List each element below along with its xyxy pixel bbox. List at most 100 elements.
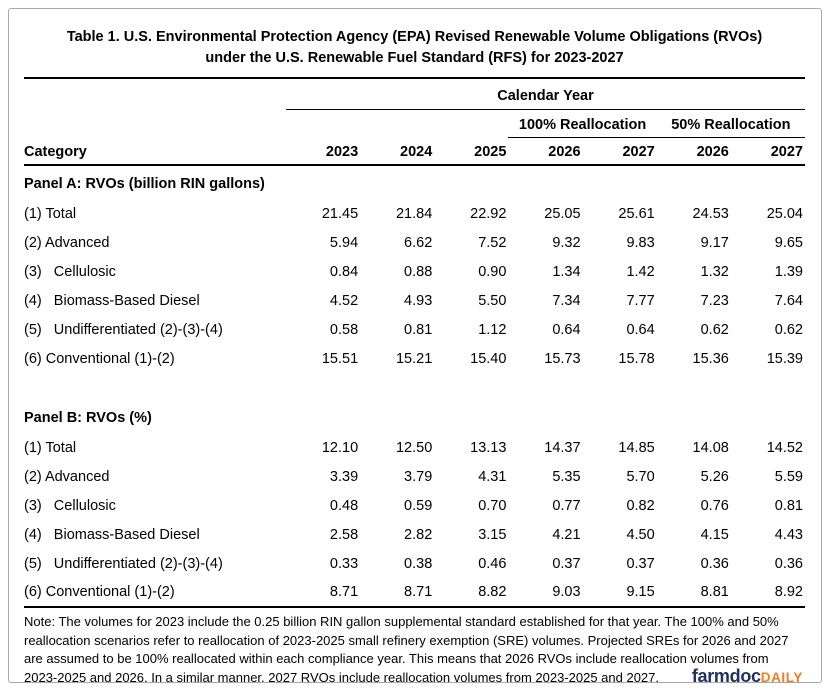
value-cell: 4.31 <box>478 468 507 485</box>
calendar-year-row: Calendar Year <box>24 79 805 110</box>
value-cell: 0.64 <box>626 321 655 338</box>
table-card: Table 1. U.S. Environmental Protection A… <box>8 8 822 683</box>
value-cell: 3.39 <box>329 468 359 485</box>
value-cell: 25.04 <box>766 205 803 222</box>
rvo-table: Calendar Year 100% Reallocation 50% Real… <box>24 79 805 608</box>
panel-spacer-row <box>24 373 805 399</box>
table-row: (4) Biomass-Based Diesel 2.58 2.82 3.15 4.21… <box>24 520 805 549</box>
value-cell: 1.39 <box>774 263 803 280</box>
value-cell: 0.37 <box>552 555 581 572</box>
value-cell: 0.59 <box>404 497 433 514</box>
year-column-header: 2026 <box>508 137 583 166</box>
table-row: (6) Conventional (1)-(2) 15.51 15.21 15.40 1… <box>24 344 805 373</box>
value-cell: 0.62 <box>774 321 803 338</box>
table-row: (2) Advanced 3.39 3.79 4.31 5.35 5.70 5.26 5.59 <box>24 462 805 491</box>
panel-heading: Panel B: RVOs (%) <box>24 410 152 426</box>
value-cell: 0.76 <box>700 497 729 514</box>
logo-farmdoc-text: farmdoc <box>691 666 761 683</box>
panel-heading: Panel A: RVOs (billion RIN gallons) <box>24 176 265 192</box>
value-cell: 13.13 <box>470 439 507 456</box>
value-cell: 8.71 <box>404 584 433 600</box>
value-cell: 9.17 <box>700 234 729 251</box>
value-cell: 5.70 <box>626 468 655 485</box>
row-label: (2) Advanced <box>24 468 110 485</box>
value-cell: 4.93 <box>404 292 433 309</box>
table-row: (1) Total 21.45 21.84 22.92 25.05 25.61 24.53 2… <box>24 199 805 228</box>
value-cell: 12.10 <box>321 439 359 456</box>
value-cell: 9.15 <box>626 584 655 600</box>
value-cell: 5.35 <box>552 468 581 485</box>
value-cell: 7.23 <box>700 292 729 309</box>
table-note: Note: The volumes for 2023 include the 0… <box>24 614 789 683</box>
value-cell: 2.82 <box>404 526 433 543</box>
row-label: (1) Total <box>24 439 77 456</box>
value-cell: 0.46 <box>478 555 507 572</box>
row-label: (5) Undifferentiated (2)-(3)-(4) <box>24 321 223 338</box>
row-label: (4) Biomass-Based Diesel <box>24 526 200 543</box>
value-cell: 7.64 <box>774 292 803 309</box>
row-label: (6) Conventional (1)-(2) <box>24 350 175 367</box>
value-cell: 15.40 <box>470 350 507 367</box>
value-cell: 3.15 <box>478 526 507 543</box>
value-cell: 8.82 <box>478 584 507 600</box>
value-cell: 21.84 <box>395 205 433 222</box>
year-column-header: 2027 <box>582 137 657 166</box>
year-column-header: 2024 <box>360 137 435 166</box>
year-column-header: 2027 <box>730 137 805 166</box>
category-column-header: Category <box>24 137 286 166</box>
value-cell: 4.43 <box>774 526 803 543</box>
table-body: Panel A: RVOs (billion RIN gallons) (1) T… <box>24 165 805 607</box>
table-row: (2) Advanced 5.94 6.62 7.52 9.32 9.83 9.17 9.65 <box>24 228 805 257</box>
value-cell: 0.90 <box>478 263 507 280</box>
value-cell: 1.34 <box>552 263 581 280</box>
blank-cell <box>24 79 286 109</box>
table-row: (4) Biomass-Based Diesel 4.52 4.93 5.50 7.34… <box>24 286 805 315</box>
value-cell: 15.39 <box>766 350 803 367</box>
table-row: (3) Cellulosic 0.84 0.88 0.90 1.34 1.42 1.32 1.… <box>24 257 805 286</box>
calendar-year-header: Calendar Year <box>286 79 805 110</box>
realloc-100-header: 100% Reallocation <box>508 109 657 138</box>
table-row: (5) Undifferentiated (2)-(3)-(4) 0.58 0.81… <box>24 315 805 344</box>
value-cell: 0.77 <box>552 497 581 514</box>
value-cell: 21.45 <box>321 205 359 222</box>
value-cell: 3.79 <box>404 468 433 485</box>
value-cell: 0.48 <box>329 497 359 514</box>
value-cell: 1.32 <box>700 263 729 280</box>
value-cell: 0.36 <box>774 555 803 572</box>
value-cell: 14.52 <box>766 439 803 456</box>
realloc-50-header: 50% Reallocation <box>656 109 805 138</box>
farmdoc-daily-logo: farmdocDAILY <box>685 666 803 683</box>
value-cell: 15.21 <box>395 350 433 367</box>
row-label: (5) Undifferentiated (2)-(3)-(4) <box>24 555 223 572</box>
value-cell: 5.59 <box>774 468 803 485</box>
value-cell: 1.12 <box>478 321 507 338</box>
table-title-line2: under the U.S. Renewable Fuel Standard (… <box>205 50 624 66</box>
value-cell: 9.32 <box>552 234 581 251</box>
value-cell: 0.36 <box>700 555 729 572</box>
blank-cell <box>24 109 508 137</box>
value-cell: 5.94 <box>329 234 359 251</box>
value-cell: 0.33 <box>329 555 359 572</box>
value-cell: 25.05 <box>544 205 581 222</box>
value-cell: 0.58 <box>329 321 359 338</box>
value-cell: 15.36 <box>692 350 729 367</box>
table-title: Table 1. U.S. Environmental Protection A… <box>24 22 805 79</box>
value-cell: 24.53 <box>692 205 729 222</box>
value-cell: 15.51 <box>321 350 359 367</box>
row-label: (6) Conventional (1)-(2) <box>24 584 175 600</box>
value-cell: 0.81 <box>404 321 433 338</box>
panel-heading-row: Panel A: RVOs (billion RIN gallons) <box>24 165 805 199</box>
table-row: (3) Cellulosic 0.48 0.59 0.70 0.77 0.82 0.76 0.… <box>24 491 805 520</box>
table-title-line1: Table 1. U.S. Environmental Protection A… <box>66 29 763 45</box>
value-cell: 0.81 <box>774 497 803 514</box>
value-cell: 0.88 <box>404 263 433 280</box>
reallocation-header-row: 100% Reallocation 50% Reallocation <box>24 109 805 138</box>
value-cell: 1.42 <box>626 263 655 280</box>
value-cell: 4.21 <box>552 526 581 543</box>
value-cell: 0.70 <box>478 497 507 514</box>
value-cell: 0.62 <box>700 321 729 338</box>
row-label: (3) Cellulosic <box>24 497 116 514</box>
table-footer: Note: The volumes for 2023 include the 0… <box>24 613 805 683</box>
row-label: (3) Cellulosic <box>24 263 116 280</box>
value-cell: 15.78 <box>618 350 655 367</box>
